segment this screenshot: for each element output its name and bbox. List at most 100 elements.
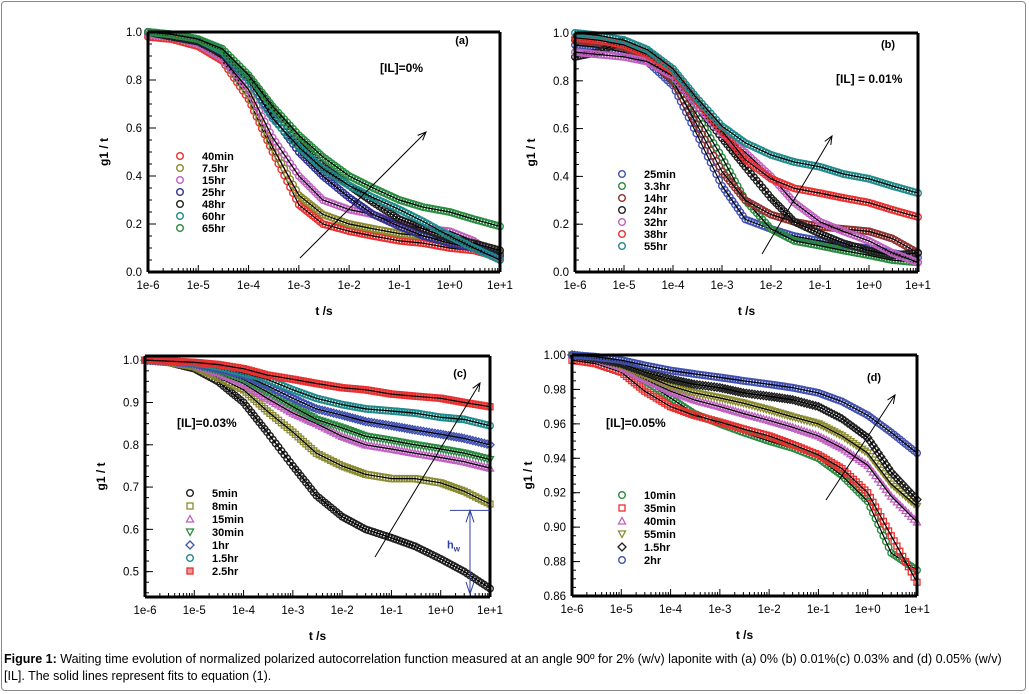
x-tick-label: 1e-2 [331, 605, 354, 617]
data-point [369, 418, 380, 428]
legend-marker [617, 530, 627, 539]
x-tick-label: 1e+1 [904, 604, 930, 616]
data-point [755, 390, 766, 401]
data-point [339, 410, 350, 421]
legend-label: 55hr [644, 241, 668, 253]
series-48hr [143, 28, 505, 255]
data-point [700, 380, 711, 391]
trend-arrow-head [472, 381, 481, 392]
panel-label: (d) [867, 372, 881, 384]
legend-marker [186, 502, 194, 510]
data-point [424, 427, 435, 438]
y-tick-label: 0.6 [126, 123, 142, 135]
data-point [714, 382, 725, 393]
data-point [337, 410, 348, 421]
data-point [868, 440, 878, 451]
y-tick-label: 0.4 [553, 171, 570, 183]
data-point [875, 451, 886, 462]
legend-label: 8min [212, 501, 238, 513]
data-point [790, 395, 801, 406]
x-tick-label: 1e-6 [133, 605, 156, 617]
panel-c: 1e-6 1e-5 1e-4 1e-3 1e-2 1e-1 1e+0 1e+1 0.5 0.6 0.… [94, 354, 503, 643]
data-point [375, 418, 385, 429]
trend-arrow-head [887, 393, 896, 404]
y-tick-label: 0.4 [126, 171, 143, 183]
y-tick-label: 0.96 [544, 419, 566, 431]
legend-label: 2hr [644, 555, 662, 567]
x-axis-label: t /s [309, 629, 327, 643]
data-point [758, 390, 769, 401]
data-point [366, 417, 377, 428]
y-tick-label: 0.7 [123, 482, 139, 494]
data-point [342, 411, 353, 422]
legend-label: 14hr [644, 193, 668, 205]
data-point [706, 381, 717, 392]
legend-marker [186, 567, 194, 575]
data-point [725, 385, 736, 395]
legend-label: 2.5hr [212, 566, 239, 578]
legend-marker [617, 516, 627, 525]
y-tick-label: 0.86 [544, 591, 566, 603]
data-point [895, 499, 905, 509]
legend-label: 40min [644, 516, 676, 528]
legend-label: 1.5hr [212, 553, 239, 565]
data-point [325, 407, 336, 418]
data-point [331, 408, 342, 419]
x-tick-label: 1e+1 [477, 605, 503, 617]
y-tick-label: 0.0 [126, 267, 142, 279]
series-2hr [568, 351, 922, 458]
data-point [863, 460, 873, 469]
hw-subscript: w [453, 544, 461, 553]
legend-marker [618, 556, 627, 565]
data-point [900, 505, 911, 515]
fit-line [147, 33, 501, 254]
fit-line [574, 32, 919, 194]
data-point [668, 374, 679, 385]
trend-arrow [825, 394, 896, 501]
data-point [741, 388, 752, 399]
fit-line [571, 359, 918, 583]
y-axis-label: g1 / t [94, 462, 108, 490]
y-tick-label: 1.00 [544, 350, 566, 362]
data-point [473, 437, 484, 447]
x-tick-label: 1e-1 [388, 280, 411, 292]
x-tick-label: 1e+1 [487, 280, 513, 292]
legend-label: 24hr [644, 205, 668, 217]
panel-d: 1e-6 1e-5 1e-4 1e-3 1e-2 1e-1 1e+0 1e+1 0.86 0.88… [521, 350, 930, 642]
data-point [883, 463, 894, 474]
data-point [328, 408, 339, 418]
data-point [686, 378, 697, 389]
y-tick-label: 0.8 [123, 440, 139, 452]
x-tick-label: 1e-2 [338, 280, 361, 292]
legend-marker [618, 205, 627, 214]
data-point [785, 394, 795, 405]
data-point [709, 382, 720, 392]
legend-marker [618, 193, 627, 202]
data-point [703, 381, 714, 392]
data-point [889, 494, 899, 503]
x-tick-label: 1e-5 [610, 604, 633, 616]
y-tick-label: 0.98 [544, 384, 566, 396]
data-point [884, 487, 894, 497]
figure: 1e-6 1e-5 1e-4 1e-3 1e-2 1e-1 1e+0 1e+1 0.0 0.2 0.… [94, 27, 931, 643]
series-60hr [143, 28, 505, 265]
y-tick-label: 0.92 [544, 488, 566, 500]
legend-marker [175, 223, 184, 232]
legend-label: 65hr [202, 223, 226, 235]
series-65hr [143, 28, 505, 231]
legend-label: 38hr [644, 229, 668, 241]
x-tick-label: 1e+1 [905, 280, 931, 292]
data-point [860, 447, 870, 457]
data-point [377, 419, 388, 430]
legend-marker [618, 181, 627, 190]
data-point [898, 490, 908, 499]
data-point [320, 406, 330, 416]
x-tick-label: 1e-5 [183, 605, 206, 617]
trend-arrow [374, 382, 481, 558]
y-tick-label: 0.0 [553, 267, 569, 279]
data-point [878, 480, 888, 490]
y-tick-label: 1.0 [123, 355, 139, 367]
data-point [432, 428, 443, 439]
